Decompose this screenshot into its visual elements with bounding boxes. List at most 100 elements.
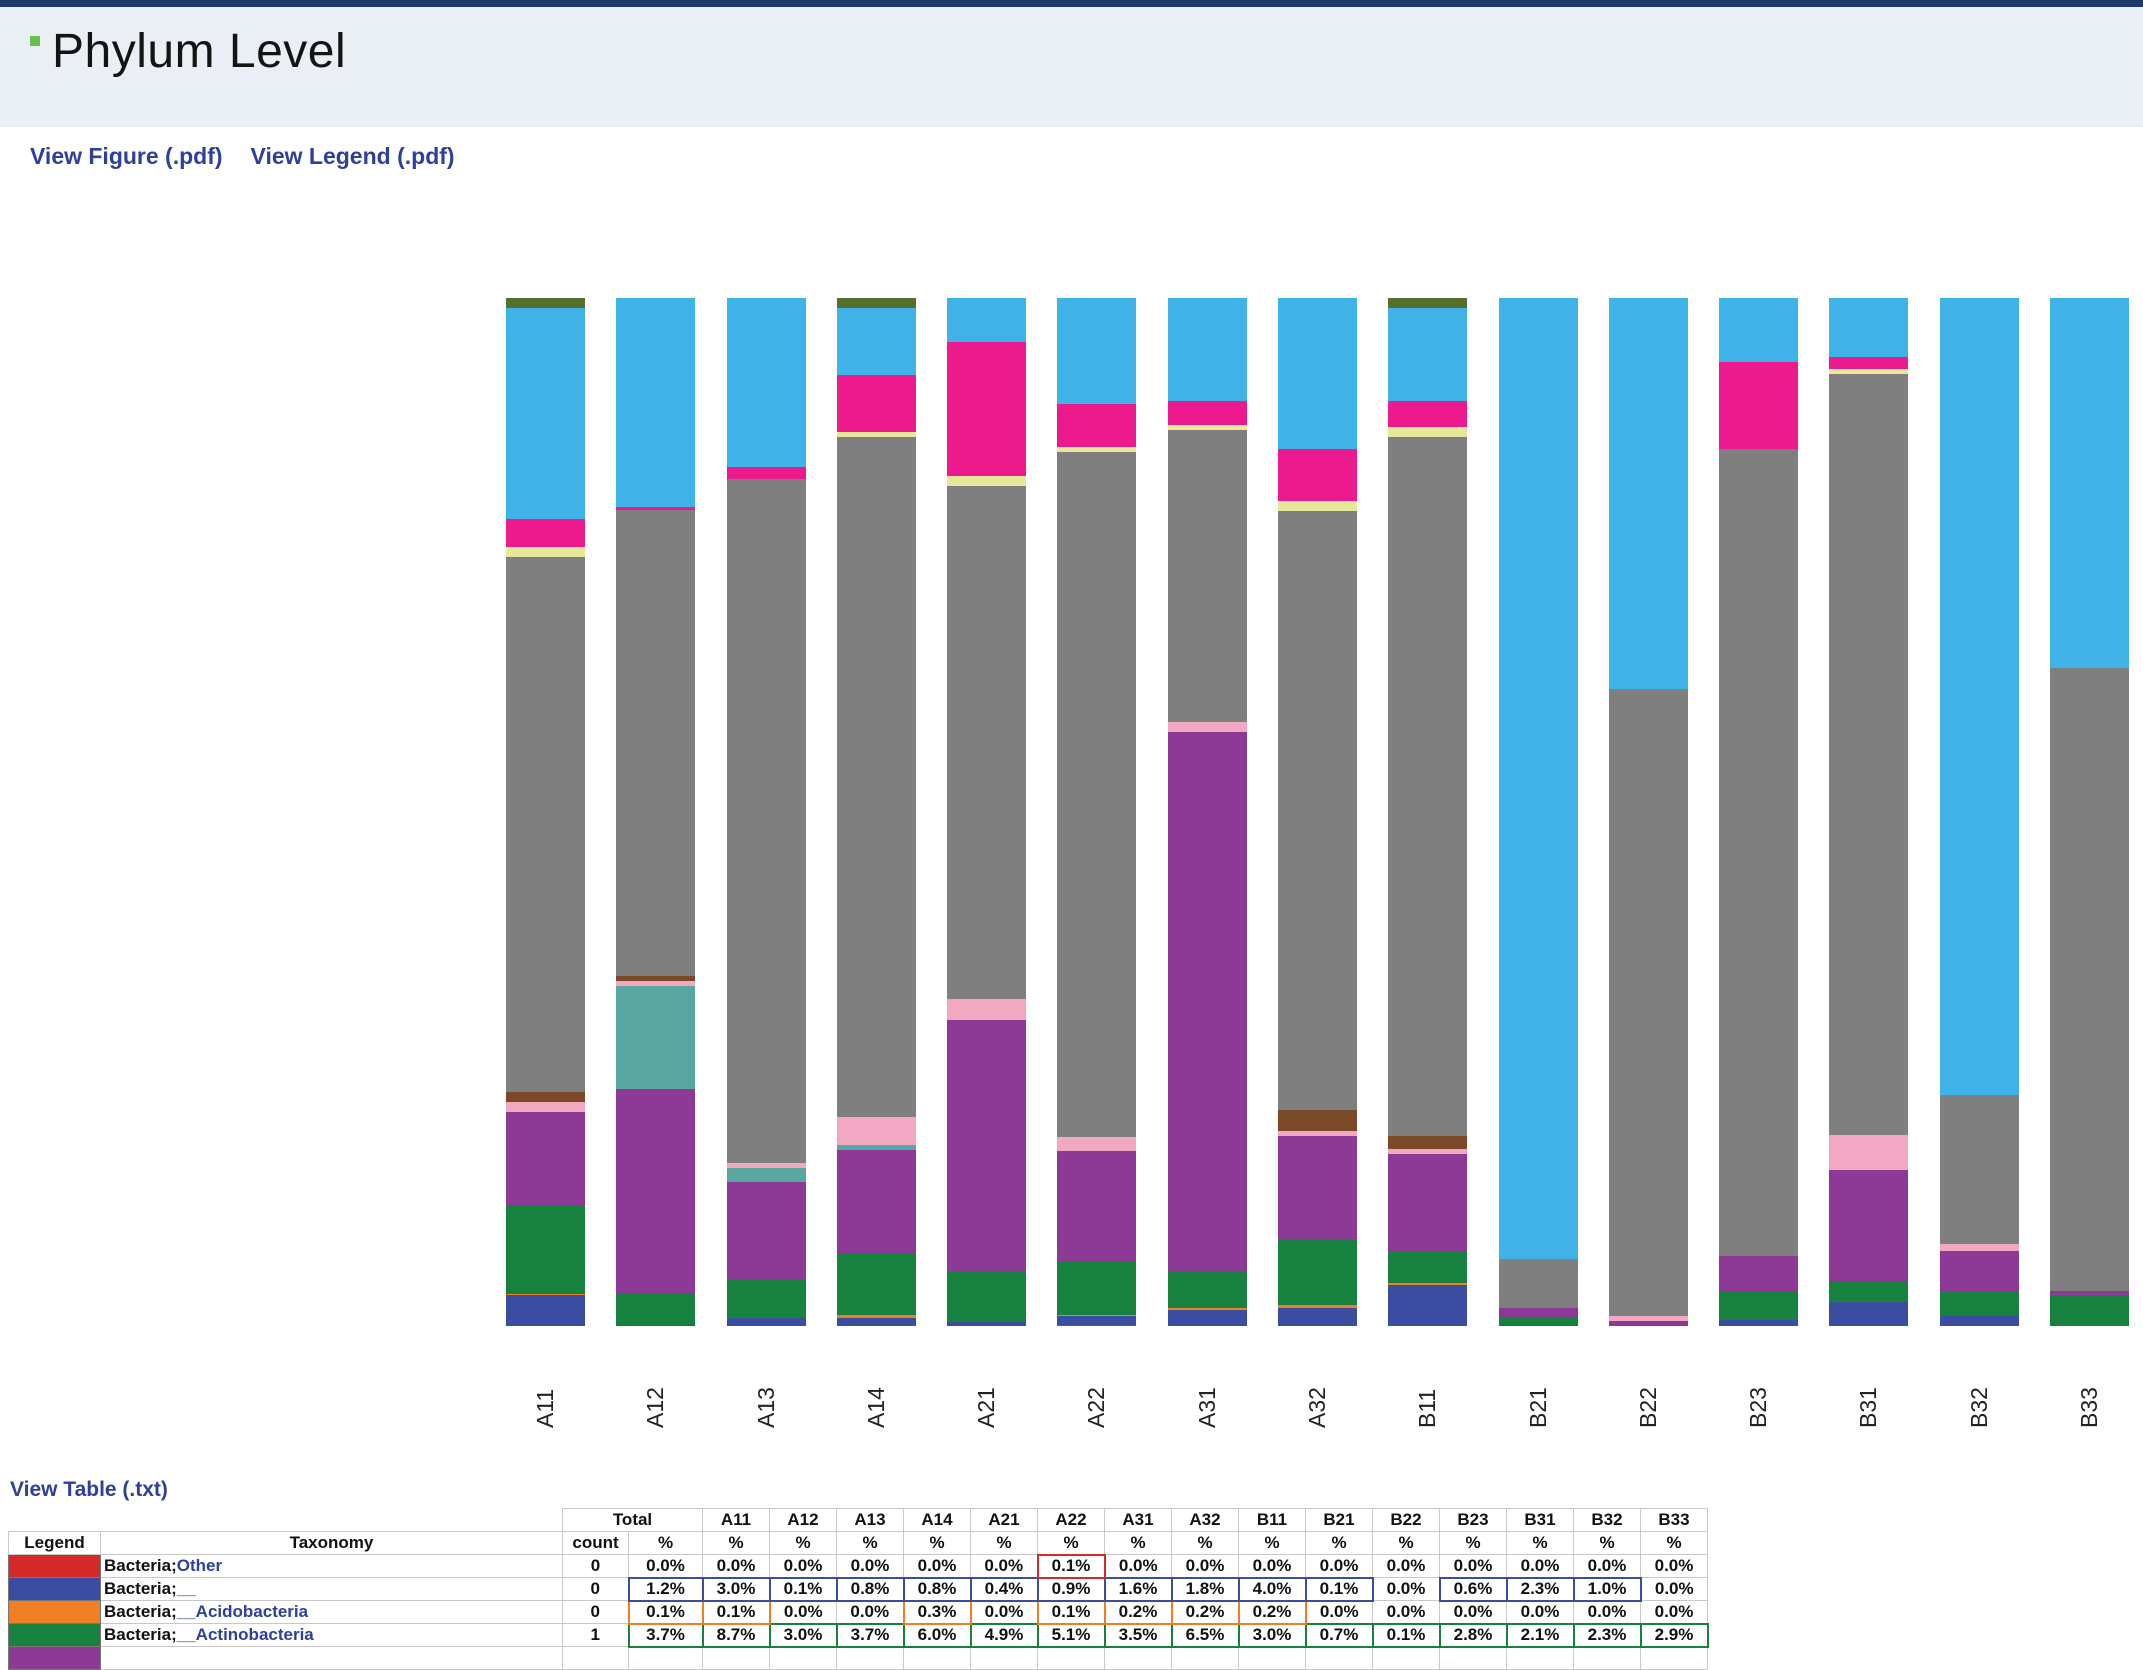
bar-segment-sky-blue	[1277, 298, 1357, 450]
table-row: Bacteria;Other 0 0.0% 0.0% 0.0% 0.0% 0.0% 0.0% 0…	[8, 1553, 1708, 1579]
taxonomy-prefix: Bacteria;	[104, 1579, 177, 1598]
x-label-cell: A21	[947, 1336, 1026, 1428]
bar-segment-sky-blue	[1057, 298, 1137, 404]
sample-header-B21: B21	[1305, 1508, 1373, 1532]
bar-segment-teal	[726, 1167, 806, 1183]
x-axis-label: B21	[1524, 1387, 1551, 1428]
bar-segment-green	[1939, 1292, 2019, 1316]
view-figure-link[interactable]: View Figure (.pdf)	[30, 143, 223, 169]
bar-segment-purple	[1167, 731, 1247, 1272]
stacked-bar-B23	[1719, 298, 1799, 1326]
percent-header-B31: %	[1506, 1531, 1574, 1555]
bar-segment-pink	[1057, 1136, 1137, 1152]
bar-segment-gray	[616, 509, 696, 976]
bar-segment-green	[1277, 1238, 1357, 1306]
taxonomy-link[interactable]: __	[176, 1579, 196, 1598]
sample-header-A21: A21	[970, 1508, 1038, 1532]
bar-segment-orange	[1277, 1305, 1357, 1308]
bar-segment-pink	[947, 999, 1027, 1020]
percent-cell-A12: 0.0%	[769, 1554, 837, 1578]
count-cell: 0	[562, 1600, 629, 1624]
view-table-link[interactable]: View Table (.txt)	[10, 1478, 168, 1501]
x-axis-label: A21	[973, 1387, 1000, 1428]
percent-cell-B33: 0.0%	[1640, 1554, 1708, 1578]
bar-segment-gray	[947, 486, 1027, 1000]
bar-segment-sky-blue	[947, 298, 1027, 343]
bar-segment-teal	[616, 985, 696, 1089]
percent-cell-A22: 0.9%	[1036, 1576, 1106, 1602]
bar-segment-olive	[506, 298, 585, 309]
percent-cell-A21: 0.4%	[969, 1576, 1039, 1602]
x-axis-label: A32	[1303, 1387, 1330, 1428]
bar-segment-royal-blue	[1277, 1307, 1357, 1326]
percent-cell-B32: 0.0%	[1573, 1554, 1641, 1578]
legend-swatch	[8, 1623, 101, 1647]
percent-header-A31: %	[1104, 1531, 1172, 1555]
percent-cell-B33: 2.9%	[1639, 1622, 1709, 1648]
percent-cell-B31: 2.1%	[1505, 1622, 1575, 1648]
bar-segment-purple	[2049, 1291, 2129, 1297]
x-axis-label: B33	[2075, 1387, 2102, 1428]
bar-segment-sky-blue	[506, 308, 585, 520]
x-axis-label: B23	[1745, 1387, 1772, 1428]
stacked-bar-B11	[1388, 298, 1468, 1326]
bar-segment-green	[1498, 1317, 1578, 1325]
percent-cell-A14	[903, 1646, 971, 1670]
view-legend-link[interactable]: View Legend (.pdf)	[250, 143, 455, 169]
bar-segment-khaki	[947, 475, 1027, 487]
bar-segment-gray	[1167, 429, 1247, 722]
percent-cell-B23: 0.0%	[1439, 1600, 1507, 1624]
taxonomy-header: Taxonomy	[100, 1531, 563, 1555]
sample-header-A13: A13	[836, 1508, 904, 1532]
percent-cell-A12: 3.0%	[768, 1622, 838, 1648]
bar-segment-sky-blue	[1167, 298, 1247, 401]
percent-cell-B22	[1372, 1646, 1440, 1670]
x-label-cell: A22	[1057, 1336, 1136, 1428]
x-label-cell: A14	[837, 1336, 916, 1428]
bar-segment-purple	[1498, 1307, 1578, 1318]
bar-segment-sky-blue	[1498, 298, 1578, 1260]
bar-segment-royal-blue	[1829, 1302, 1909, 1326]
bar-segment-gray	[1719, 449, 1799, 1257]
bar-segment-orange	[836, 1314, 916, 1318]
percent-cell-B33: 0.0%	[1640, 1577, 1708, 1601]
taxonomy-table: Total A11 A12 A13 A14 A21 A22 A31 A32 B11 B21 B22 B2…	[8, 1508, 1709, 1670]
bar-segment-pink	[1608, 1315, 1688, 1321]
bar-segment-khaki	[1829, 368, 1909, 375]
x-axis-label: A22	[1083, 1387, 1110, 1428]
bar-segment-sky-blue	[1608, 298, 1688, 689]
taxonomy-cell: Bacteria;Other	[100, 1554, 563, 1578]
percent-cell-A31: 1.6%	[1103, 1576, 1173, 1602]
bar-segment-sky-blue	[726, 298, 806, 467]
percent-cell-A11: 0.1%	[701, 1599, 771, 1625]
bar-segment-royal-blue	[1167, 1309, 1247, 1326]
page-title: Phylum Level	[52, 25, 347, 78]
bar-segment-magenta	[616, 506, 696, 510]
taxonomy-link[interactable]: __Acidobacteria	[176, 1602, 309, 1621]
bar-segment-magenta	[506, 519, 585, 547]
percent-cell-B33	[1640, 1646, 1708, 1670]
percent-cell-A14: 0.3%	[902, 1599, 972, 1625]
taxonomy-link[interactable]: __Actinobacteria	[176, 1625, 314, 1644]
bar-segment-brown	[506, 1091, 585, 1102]
taxonomy-link[interactable]: Other	[176, 1556, 223, 1575]
total-percent-header: %	[628, 1531, 703, 1555]
bar-segment-orange	[1388, 1282, 1468, 1285]
percent-cell-B21	[1305, 1646, 1373, 1670]
bar-segment-khaki	[1388, 426, 1468, 437]
bar-segment-magenta	[1388, 400, 1468, 427]
bar-segment-green	[1057, 1262, 1137, 1315]
bar-segment-purple	[1388, 1154, 1468, 1253]
bar-segment-pink	[1277, 1130, 1357, 1136]
table-row: Bacteria;__Actinobacteria 1 3.7% 8.7% 3.0% 3.…	[8, 1622, 1709, 1648]
bar-segment-purple	[1719, 1256, 1799, 1292]
bar-segment-pink	[506, 1101, 585, 1113]
percent-cell-A12	[769, 1646, 837, 1670]
bar-segment-green	[1388, 1252, 1468, 1283]
stacked-bar-B32	[1939, 298, 2019, 1326]
x-label-cell: B32	[1940, 1336, 2019, 1428]
bar-segment-brown	[1277, 1110, 1357, 1131]
bar-segment-sky-blue	[1939, 298, 2019, 1095]
percent-header-B33: %	[1640, 1531, 1708, 1555]
percent-cell-B21: 0.0%	[1305, 1554, 1373, 1578]
